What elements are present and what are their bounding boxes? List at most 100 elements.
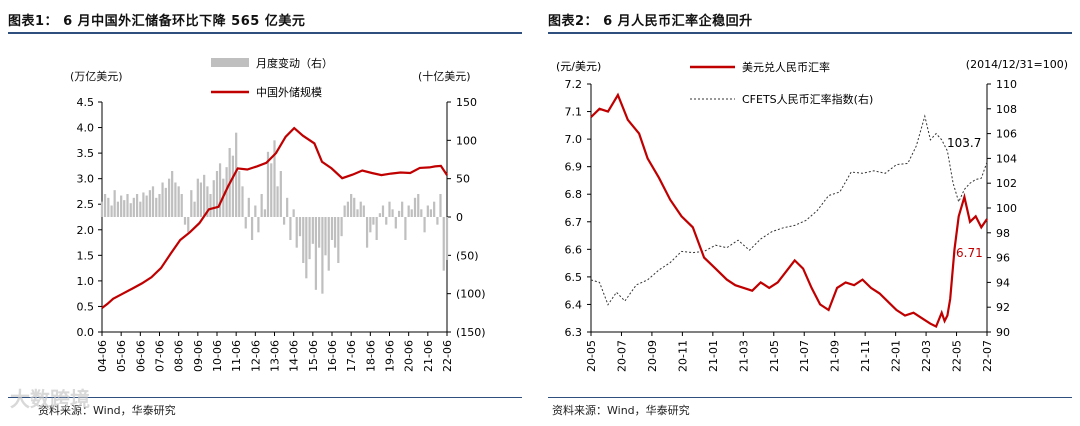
monthly-change-bar: [311, 217, 314, 244]
monthly-change-bar: [100, 201, 104, 217]
monthly-change-bar: [388, 201, 391, 217]
right-tick-label: 90: [996, 326, 1010, 339]
left-tick-label: 3.0: [77, 173, 95, 186]
monthly-change-bar: [161, 182, 164, 217]
monthly-change-bar: [394, 217, 397, 229]
monthly-change-bar: [410, 209, 413, 217]
monthly-change-bar: [183, 217, 187, 225]
monthly-change-bar: [337, 217, 340, 263]
left-tick-label: 6.8: [565, 188, 583, 201]
monthly-change-bar: [244, 217, 247, 229]
monthly-change-bar: [120, 195, 123, 217]
monthly-change-bar: [292, 209, 295, 217]
right-tick-label: 50: [456, 173, 470, 186]
monthly-change-bar: [308, 217, 311, 260]
figure2-title: 图表2： 6 月人民币汇率企稳回升: [548, 14, 753, 29]
x-tick-label: 22-06: [441, 340, 454, 372]
monthly-change-bar: [375, 217, 378, 240]
monthly-change-bar: [359, 201, 362, 217]
monthly-change-bar: [110, 205, 113, 217]
monthly-change-bar: [129, 203, 132, 217]
monthly-change-bar: [180, 194, 183, 217]
cfets-index-line: [590, 114, 988, 306]
left-tick-label: 6.9: [565, 161, 583, 174]
monthly-change-bar: [397, 210, 401, 217]
left-tick-label: 6.6: [565, 243, 583, 256]
figure2-top-rule: [548, 32, 1072, 34]
monthly-change-bar: [206, 186, 209, 217]
monthly-change-bar: [407, 205, 410, 217]
left-tick-label: 7.0: [565, 133, 583, 146]
monthly-change-bar: [404, 217, 407, 240]
monthly-change-bar: [203, 174, 206, 217]
monthly-change-bar: [139, 201, 142, 217]
figure1-bottom-rule: [8, 397, 522, 398]
monthly-change-bar: [295, 217, 298, 248]
monthly-change-bar: [305, 217, 308, 279]
monthly-change-bar: [215, 171, 219, 217]
x-tick-label: 18-06: [364, 340, 377, 372]
monthly-change-bar: [263, 209, 267, 217]
x-tick-label: 09-06: [192, 340, 205, 372]
figure1-top-rule: [8, 32, 522, 34]
figure2-bottom-rule: [548, 397, 1072, 398]
right-tick-label: 104: [996, 152, 1017, 165]
monthly-change-bar: [429, 209, 433, 217]
monthly-change-bar: [372, 217, 375, 225]
right-axis-unit: (2014/12/31=100): [966, 58, 1068, 71]
monthly-change-bar: [260, 194, 263, 217]
x-tick-label: 20-06: [403, 340, 416, 372]
monthly-change-bar: [132, 197, 135, 217]
figure1-source: 资料来源：Wind，华泰研究: [38, 404, 176, 417]
right-tick-label: 0: [456, 211, 463, 224]
left-tick-label: 6.4: [565, 298, 583, 311]
monthly-change-bar: [187, 217, 190, 233]
right-tick-label: 102: [996, 177, 1017, 190]
monthly-change-bar: [135, 194, 139, 217]
monthly-change-bar: [279, 171, 282, 217]
x-tick-label: 19-06: [384, 340, 397, 372]
left-tick-label: 6.5: [565, 271, 583, 284]
monthly-change-bar: [365, 217, 369, 248]
monthly-change-bar: [282, 217, 286, 225]
monthly-change-bar: [286, 197, 289, 217]
right-tick-label: 150: [456, 96, 477, 109]
legend-bar-swatch: [211, 58, 249, 67]
monthly-change-bar: [116, 201, 120, 217]
monthly-change-bar: [218, 163, 222, 217]
left-tick-label: 7.1: [565, 106, 583, 119]
legend-cfets-label: CFETS人民币汇率指数(右): [742, 92, 873, 106]
left-tick-label: 3.5: [77, 147, 95, 160]
right-tick-label: (50): [456, 249, 479, 262]
monthly-change-bar: [318, 217, 321, 248]
x-tick-label: 20-11: [676, 340, 689, 372]
x-tick-label: 12-06: [249, 340, 262, 372]
monthly-change-bar: [353, 197, 356, 217]
monthly-change-bar: [142, 192, 145, 217]
monthly-change-bar: [346, 201, 350, 217]
monthly-change-bar: [423, 217, 426, 233]
left-tick-label: 2.5: [77, 198, 95, 211]
x-tick-label: 21-06: [422, 340, 435, 372]
left-tick-label: 4.0: [77, 122, 95, 135]
right-tick-label: 100: [456, 134, 477, 147]
monthly-change-bar: [158, 194, 161, 217]
monthly-change-bar: [107, 197, 110, 217]
monthly-change-bar: [436, 217, 439, 225]
monthly-change-bar: [330, 217, 334, 240]
monthly-change-bar: [148, 190, 152, 217]
right-tick-label: 106: [996, 128, 1017, 141]
x-tick-label: 11-06: [230, 340, 243, 372]
right-tick-label: 94: [996, 276, 1010, 289]
x-tick-label: 22-05: [951, 340, 964, 372]
monthly-change-bar: [171, 171, 174, 217]
monthly-change-bar: [350, 194, 353, 217]
x-tick-label: 14-06: [288, 340, 301, 372]
right-tick-label: (100): [456, 288, 486, 301]
monthly-change-bar: [391, 209, 394, 217]
monthly-change-bar: [196, 178, 199, 217]
x-tick-label: 22-07: [981, 340, 994, 372]
x-tick-label: 21-09: [829, 340, 842, 372]
